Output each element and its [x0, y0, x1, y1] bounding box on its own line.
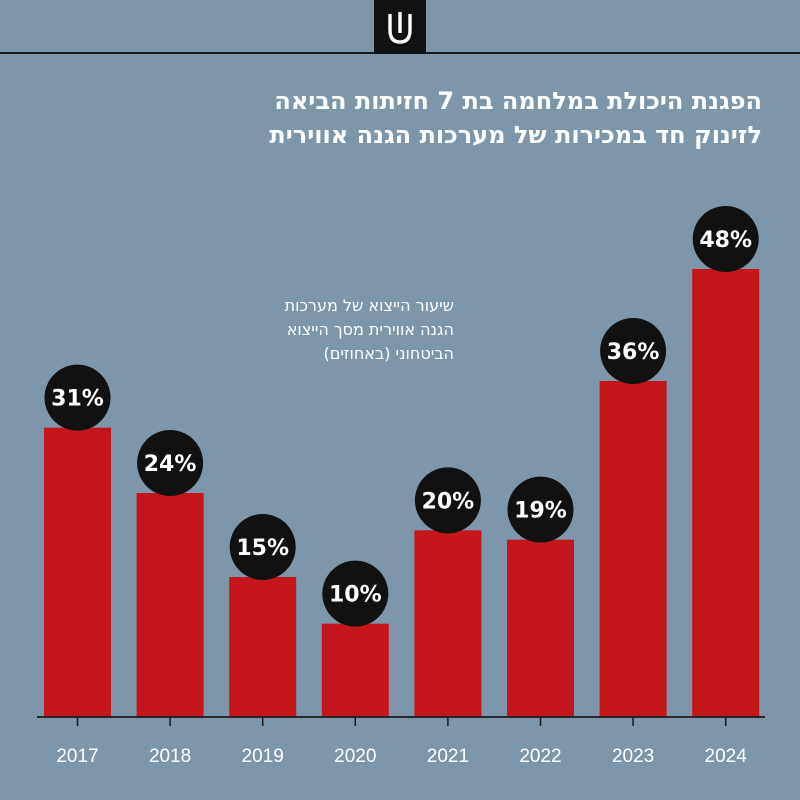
x-tick-label-2021: 2021: [427, 746, 469, 767]
chart-title-line: הפגנת היכולת במלחמה בת 7 חזיתות הביאה: [274, 87, 762, 115]
annotation-line: הביטחוני (באחוזים): [323, 344, 454, 363]
x-tick-label-2024: 2024: [705, 746, 748, 767]
value-badge-2022: [507, 476, 574, 543]
value-badge-2024: [692, 206, 759, 272]
x-tick-label-2018: 2018: [149, 746, 191, 767]
value-badge-2020: [322, 560, 389, 627]
value-label-2021: 20%: [422, 489, 475, 514]
value-label-2020: 10%: [329, 583, 382, 608]
fork-logo-icon: [374, 0, 426, 54]
bar-2019: [229, 577, 297, 717]
value-label-2019: 15%: [236, 536, 289, 561]
value-badge-2018: [137, 430, 204, 496]
value-badge-2019: [229, 514, 296, 580]
value-label-2023: 36%: [607, 340, 660, 365]
bar-2020: [321, 623, 389, 717]
annotation-line: הגנה אווירית מסך הייצוא: [286, 320, 454, 339]
bar-2024: [692, 269, 760, 717]
bar-2023: [599, 381, 667, 717]
value-label-2018: 24%: [144, 452, 197, 477]
chart-annotation: שיעור הייצוא של מערכות הגנה אווירית מסך …: [218, 294, 454, 366]
x-tick-label-2023: 2023: [612, 746, 654, 767]
value-label-2022: 19%: [514, 499, 567, 524]
value-badge-2023: [600, 318, 667, 384]
bar-2017: [44, 427, 111, 717]
chart-title-line: לזינוק חד במכירות של מערכות הגנה אווירית: [269, 121, 762, 149]
x-tick-label-2017: 2017: [56, 746, 98, 767]
bar-2018: [136, 493, 204, 717]
x-tick-label-2020: 2020: [334, 746, 376, 767]
value-label-2024: 48%: [699, 228, 752, 253]
bar-2021: [414, 530, 482, 717]
x-tick-label-2022: 2022: [519, 746, 561, 767]
bar-2022: [507, 539, 574, 717]
value-badge-2021: [414, 467, 481, 534]
value-badge-2017: [44, 364, 111, 431]
value-label-2017: 31%: [51, 387, 104, 412]
chart-title: הפגנת היכולת במלחמה בת 7 חזיתות הביאה לז…: [162, 84, 762, 152]
annotation-line: שיעור הייצוא של מערכות: [284, 296, 454, 315]
x-tick-label-2019: 2019: [242, 746, 284, 767]
